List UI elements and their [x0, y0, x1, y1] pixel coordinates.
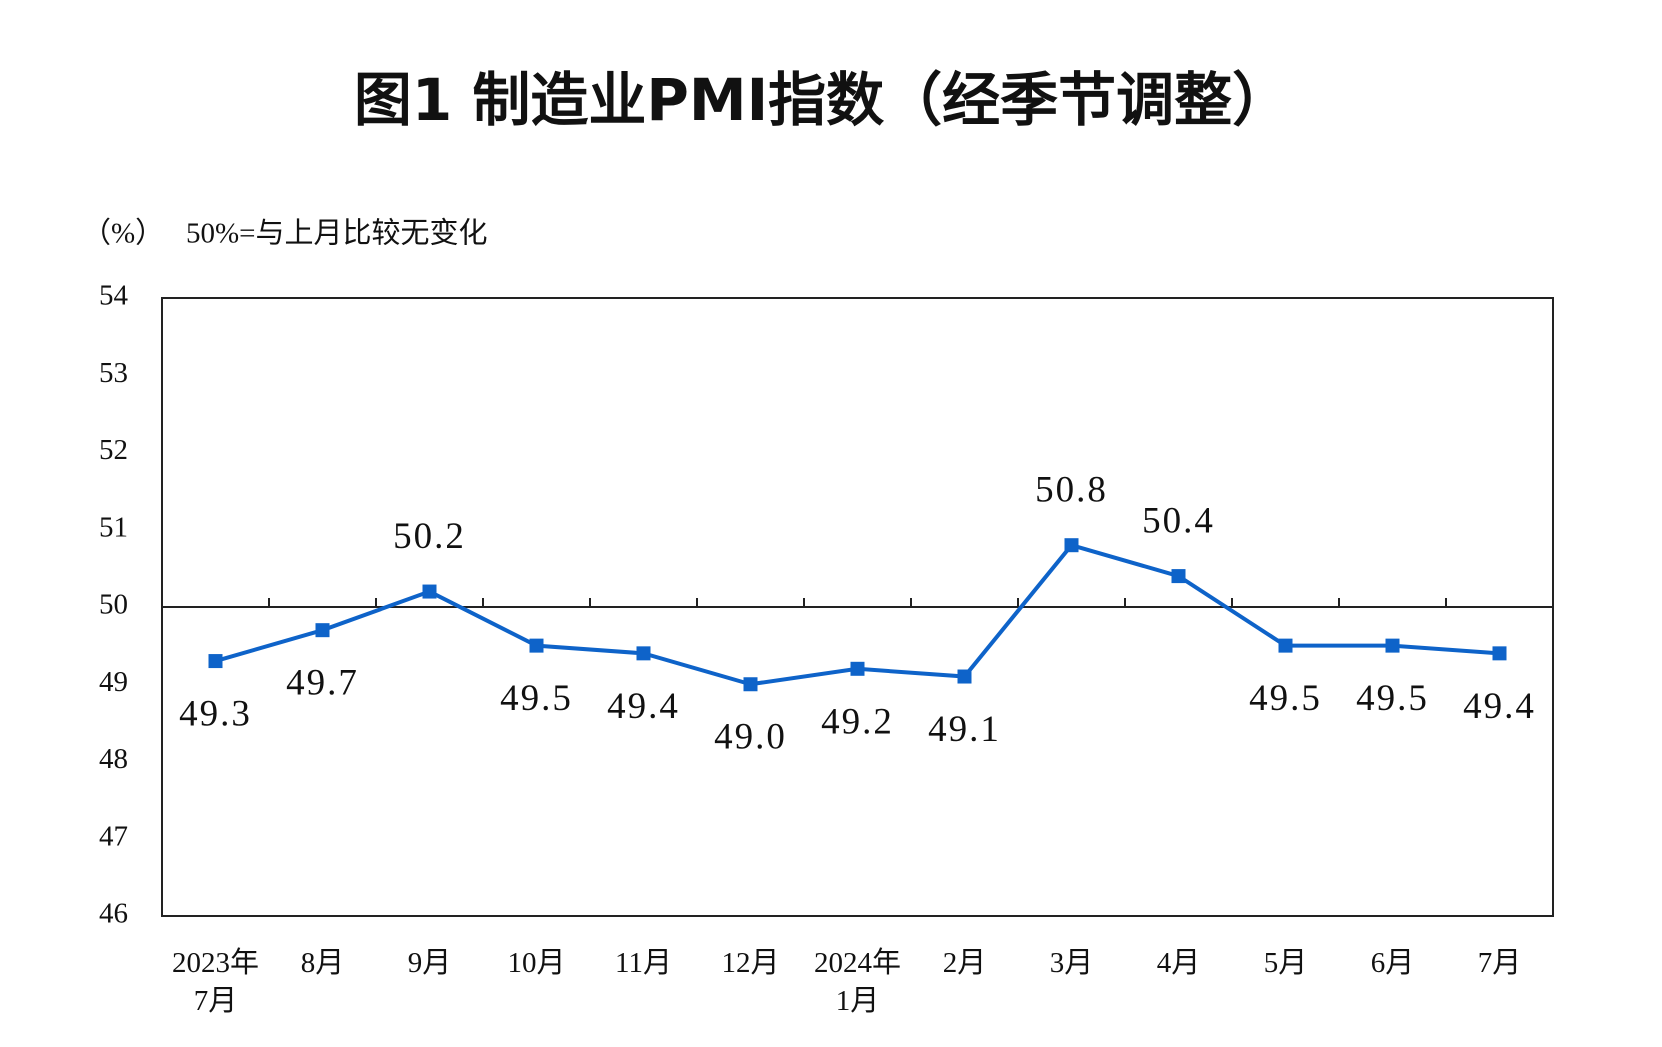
data-label: 49.3 [179, 694, 252, 735]
y-tick-label: 46 [99, 898, 128, 930]
data-point [1278, 638, 1293, 653]
x-tick-label: 4月 [1156, 947, 1201, 979]
y-tick-label: 49 [99, 666, 128, 698]
data-label: 50.2 [393, 516, 466, 557]
x-tick-label: 2023年 7月 [171, 947, 259, 1017]
data-point [1492, 646, 1507, 661]
x-tick-label: 9月 [407, 947, 452, 979]
y-unit: （%） [82, 218, 164, 250]
data-label: 49.5 [1249, 678, 1322, 719]
x-tick-label: 3月 [1049, 947, 1094, 979]
data-label: 50.4 [1142, 501, 1215, 542]
x-tick-label: 10月 [507, 947, 566, 979]
y-tick-label: 47 [99, 820, 128, 852]
x-tick-label: 6月 [1370, 947, 1415, 979]
data-point [422, 584, 437, 599]
x-tick-label: 11月 [615, 947, 672, 979]
x-tick-label: 2024年 1月 [813, 947, 901, 1017]
data-label: 49.1 [928, 709, 1001, 750]
data-label: 49.5 [500, 678, 573, 719]
data-point [529, 638, 544, 653]
data-label: 49.2 [821, 701, 894, 742]
y-tick-label: 52 [99, 434, 128, 466]
x-tick-label: 5月 [1263, 947, 1308, 979]
data-point [1171, 569, 1186, 584]
data-point [636, 646, 651, 661]
chart-title: 图1 制造业PMI指数（经季节调整） [354, 66, 1290, 134]
x-tick-label: 2月 [942, 947, 987, 979]
y-tick-label: 50 [99, 589, 128, 621]
x-tick-label: 12月 [721, 947, 780, 979]
data-point [850, 661, 865, 676]
data-label: 49.4 [1463, 686, 1536, 727]
subtitle: 50%=与上月比较无变化 [186, 217, 488, 250]
x-tick-label: 8月 [300, 947, 345, 979]
y-tick-label: 51 [99, 511, 128, 543]
data-point [743, 677, 758, 692]
x-tick-label: 7月 [1477, 947, 1522, 979]
data-point [1385, 638, 1400, 653]
data-point [1064, 538, 1079, 553]
data-point [957, 669, 972, 684]
data-point [315, 623, 330, 638]
y-tick-label: 48 [99, 743, 128, 775]
y-tick-label: 54 [99, 280, 129, 312]
data-label: 49.0 [714, 717, 787, 758]
data-label: 49.5 [1356, 678, 1429, 719]
data-label: 50.8 [1035, 470, 1108, 511]
data-label: 49.7 [286, 663, 359, 704]
data-label: 49.4 [607, 686, 680, 727]
y-tick-label: 53 [99, 357, 128, 389]
data-point [208, 654, 223, 669]
